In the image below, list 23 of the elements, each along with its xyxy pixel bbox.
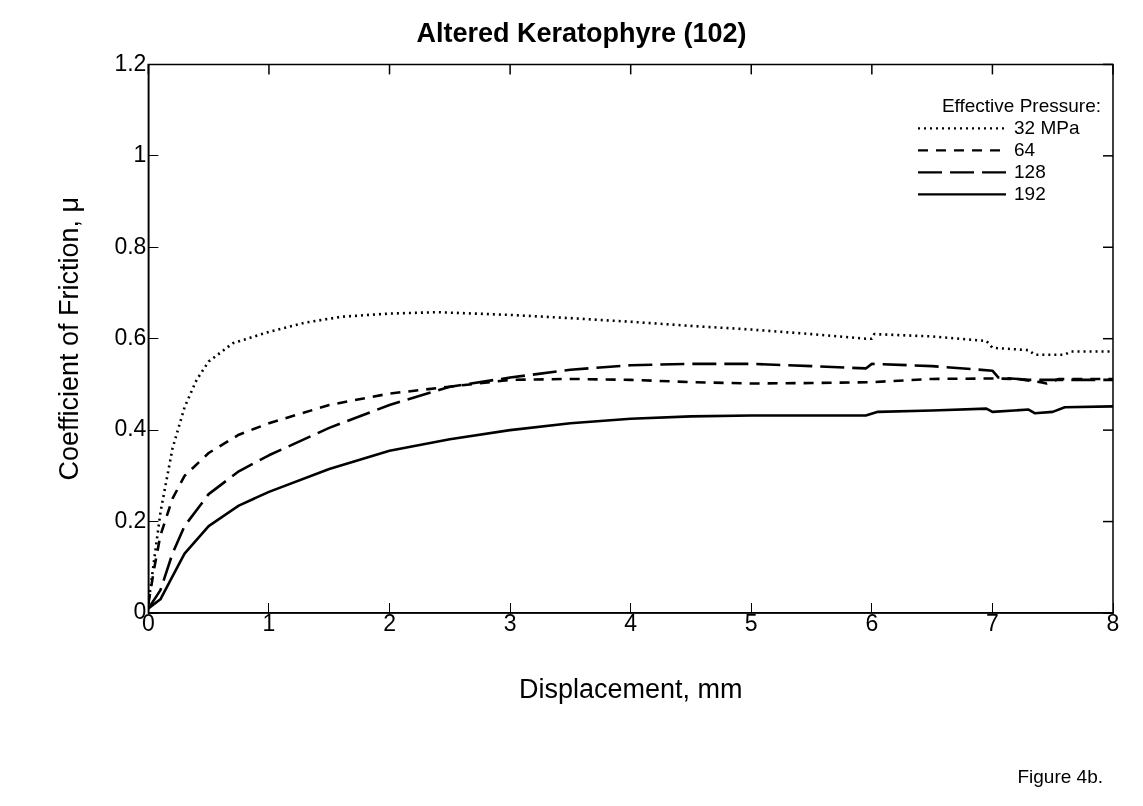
caption: Figure 4b. [1017, 766, 1103, 788]
x-tick-label: 6 [865, 610, 879, 637]
chart-title: Altered Keratophyre (102) [416, 17, 747, 48]
x-tick-label: 3 [503, 610, 517, 637]
x-tick-label: 1 [262, 610, 276, 637]
x-tick-label: 4 [624, 610, 638, 637]
y-tick-label: 1.2 [114, 49, 147, 76]
x-axis-title: Displacement, mm [518, 674, 743, 705]
legend-label: 128 [1014, 160, 1046, 182]
y-tick-label: 0.8 [114, 232, 147, 259]
y-tick-label: 0.4 [114, 415, 147, 442]
y-tick-label: 0.6 [114, 324, 147, 351]
y-axis-title: Coefficient of Friction, μ [53, 196, 84, 481]
x-tick-label: 8 [1106, 610, 1120, 637]
x-tick-label: 2 [383, 610, 396, 637]
legend-label: 32 MPa [1014, 116, 1080, 138]
x-tick-label: 5 [744, 610, 758, 637]
legend-label: 192 [1014, 182, 1046, 204]
y-tick-label: 1 [133, 141, 147, 168]
legend-label: 64 [1014, 138, 1036, 160]
legend-title: Effective Pressure: [941, 94, 1101, 116]
x-tick-label: 7 [986, 610, 999, 637]
y-tick-label: 0.2 [114, 506, 147, 533]
